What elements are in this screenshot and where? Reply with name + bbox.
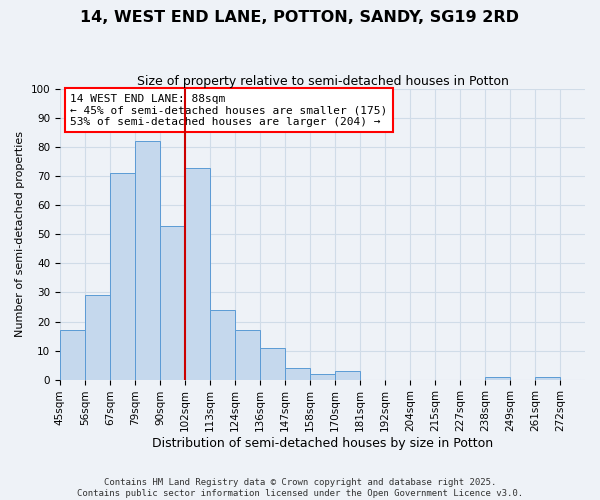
Title: Size of property relative to semi-detached houses in Potton: Size of property relative to semi-detach… — [137, 75, 508, 88]
Bar — [85, 296, 110, 380]
Text: 14 WEST END LANE: 88sqm
← 45% of semi-detached houses are smaller (175)
53% of s: 14 WEST END LANE: 88sqm ← 45% of semi-de… — [70, 94, 388, 126]
Bar — [260, 348, 285, 380]
Bar — [160, 226, 185, 380]
Bar — [135, 142, 160, 380]
Y-axis label: Number of semi-detached properties: Number of semi-detached properties — [15, 132, 25, 338]
Bar — [310, 374, 335, 380]
Bar — [185, 168, 210, 380]
Bar — [60, 330, 85, 380]
Bar — [110, 174, 135, 380]
Bar — [485, 376, 510, 380]
Text: Contains HM Land Registry data © Crown copyright and database right 2025.
Contai: Contains HM Land Registry data © Crown c… — [77, 478, 523, 498]
Bar — [285, 368, 310, 380]
Bar — [235, 330, 260, 380]
Text: 14, WEST END LANE, POTTON, SANDY, SG19 2RD: 14, WEST END LANE, POTTON, SANDY, SG19 2… — [80, 10, 520, 25]
Bar — [335, 371, 360, 380]
X-axis label: Distribution of semi-detached houses by size in Potton: Distribution of semi-detached houses by … — [152, 437, 493, 450]
Bar — [210, 310, 235, 380]
Bar — [535, 376, 560, 380]
